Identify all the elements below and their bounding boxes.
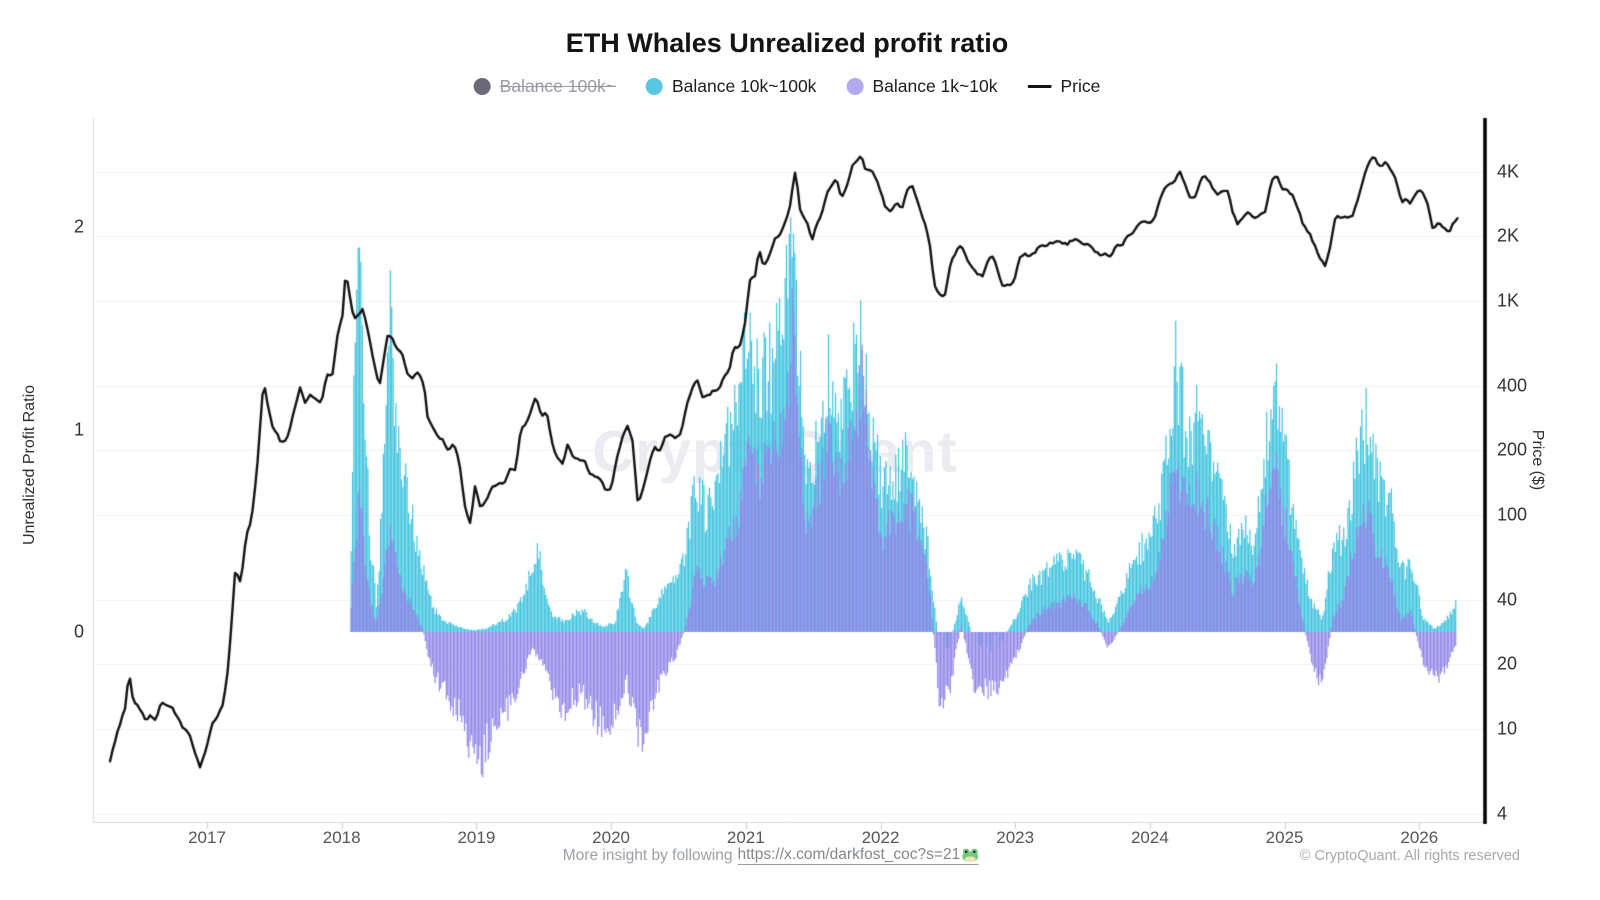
price-axis-tick-label: 4 <box>1497 803 1508 824</box>
legend-label: Balance 10k~100k <box>671 76 817 96</box>
legend-label: Balance 1k~10k <box>872 76 998 96</box>
price-axis-tick-label: 20 <box>1497 653 1518 674</box>
copyright-notice: © CryptoQuant. All rights reserved <box>1299 848 1520 864</box>
price-axis-tick-label: 10 <box>1497 718 1518 739</box>
x-axis-tick-label: 2026 <box>1400 828 1439 847</box>
legend-dot-icon <box>473 78 491 95</box>
price-axis-tick-label: 400 <box>1497 375 1528 396</box>
price-axis-tick-label: 40 <box>1497 589 1518 610</box>
footer-link[interactable]: https://x.com/darkfost_coc?s=21 <box>737 846 980 865</box>
ratio-axis-tick-label: 2 <box>73 216 84 237</box>
x-axis-tick-label: 2022 <box>861 828 900 847</box>
chart-legend: Balance 100k~ Balance 10k~100k Balance 1k~… <box>473 76 1100 97</box>
legend-label: Balance 100k~ <box>499 76 616 96</box>
x-axis-tick-label: 2023 <box>996 828 1035 847</box>
footer-link-text: https://x.com/darkfost_coc?s=21 <box>737 846 961 863</box>
frog-emoji-icon <box>962 848 979 862</box>
price-axis-tick-label: 2K <box>1497 225 1520 246</box>
legend-label: Price <box>1060 76 1101 96</box>
legend-dot-icon <box>846 78 864 95</box>
legend-item-balance-100k[interactable]: Balance 100k~ <box>473 76 616 97</box>
ratio-axis-tick-label: 1 <box>73 419 84 439</box>
x-axis-tick-label: 2020 <box>592 828 631 847</box>
price-axis-tick-label: 200 <box>1497 439 1528 460</box>
footer-note: More insight by following https://x.com/… <box>562 846 980 865</box>
left-axis-title: Unrealized Profit Ratio <box>21 384 38 546</box>
right-axis-title: Price ($) <box>1529 429 1546 491</box>
price-axis-tick-label: 100 <box>1497 504 1528 525</box>
page-title: ETH Whales Unrealized profit ratio <box>565 28 1009 58</box>
x-axis-tick-label: 2019 <box>457 828 496 847</box>
price-line-marker-icon <box>1027 85 1052 88</box>
footer-note-text: More insight by following <box>562 846 733 864</box>
x-axis-tick-label: 2025 <box>1265 828 1304 847</box>
legend-item-balance-1k-10k[interactable]: Balance 1k~10k <box>846 76 997 97</box>
legend-item-price[interactable]: Price <box>1027 76 1100 97</box>
legend-dot-icon <box>645 78 663 95</box>
x-axis-tick-label: 2024 <box>1130 828 1169 847</box>
ratio-axis-tick-label: 0 <box>73 621 84 642</box>
x-axis-tick-label: 2021 <box>726 828 765 847</box>
x-axis-tick-label: 2018 <box>322 828 361 847</box>
legend-item-balance-10k-100k[interactable]: Balance 10k~100k <box>645 76 817 97</box>
price-axis-tick-label: 4K <box>1497 161 1520 182</box>
price-axis-tick-label: 1K <box>1497 290 1520 311</box>
x-axis-tick-label: 2017 <box>188 828 226 847</box>
